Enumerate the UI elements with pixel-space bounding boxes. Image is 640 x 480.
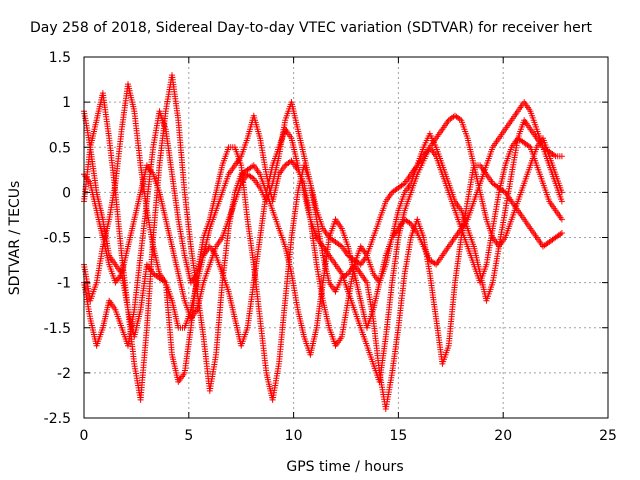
y-tick-label: 1.5 [49, 50, 71, 66]
x-axis-label: GPS time / hours [286, 459, 403, 475]
x-tick-label: 15 [389, 428, 407, 444]
x-tick-label: 0 [80, 428, 89, 444]
x-tick-label: 10 [285, 428, 303, 444]
y-tick-label: -2 [57, 366, 71, 382]
y-tick-label: 0.5 [49, 140, 71, 156]
y-axis-label: SDTVAR / TECUs [7, 181, 23, 296]
y-tick-label: -1.5 [44, 321, 71, 337]
y-tick-label: 0 [62, 185, 71, 201]
x-tick-label: 25 [599, 428, 617, 444]
y-tick-label: -2.5 [44, 411, 71, 427]
y-tick-label: -1 [57, 276, 71, 292]
y-tick-label: 1 [62, 95, 71, 111]
chart-title: Day 258 of 2018, Sidereal Day-to-day VTE… [30, 20, 592, 36]
x-tick-label: 5 [184, 428, 193, 444]
axis-ticks: 0 5 10 15 20 25 -2.5 -2 -1.5 -1 -0.5 0 0.5 1 1.5 [44, 50, 617, 444]
y-tick-label: -0.5 [44, 231, 71, 247]
x-tick-label: 20 [494, 428, 512, 444]
